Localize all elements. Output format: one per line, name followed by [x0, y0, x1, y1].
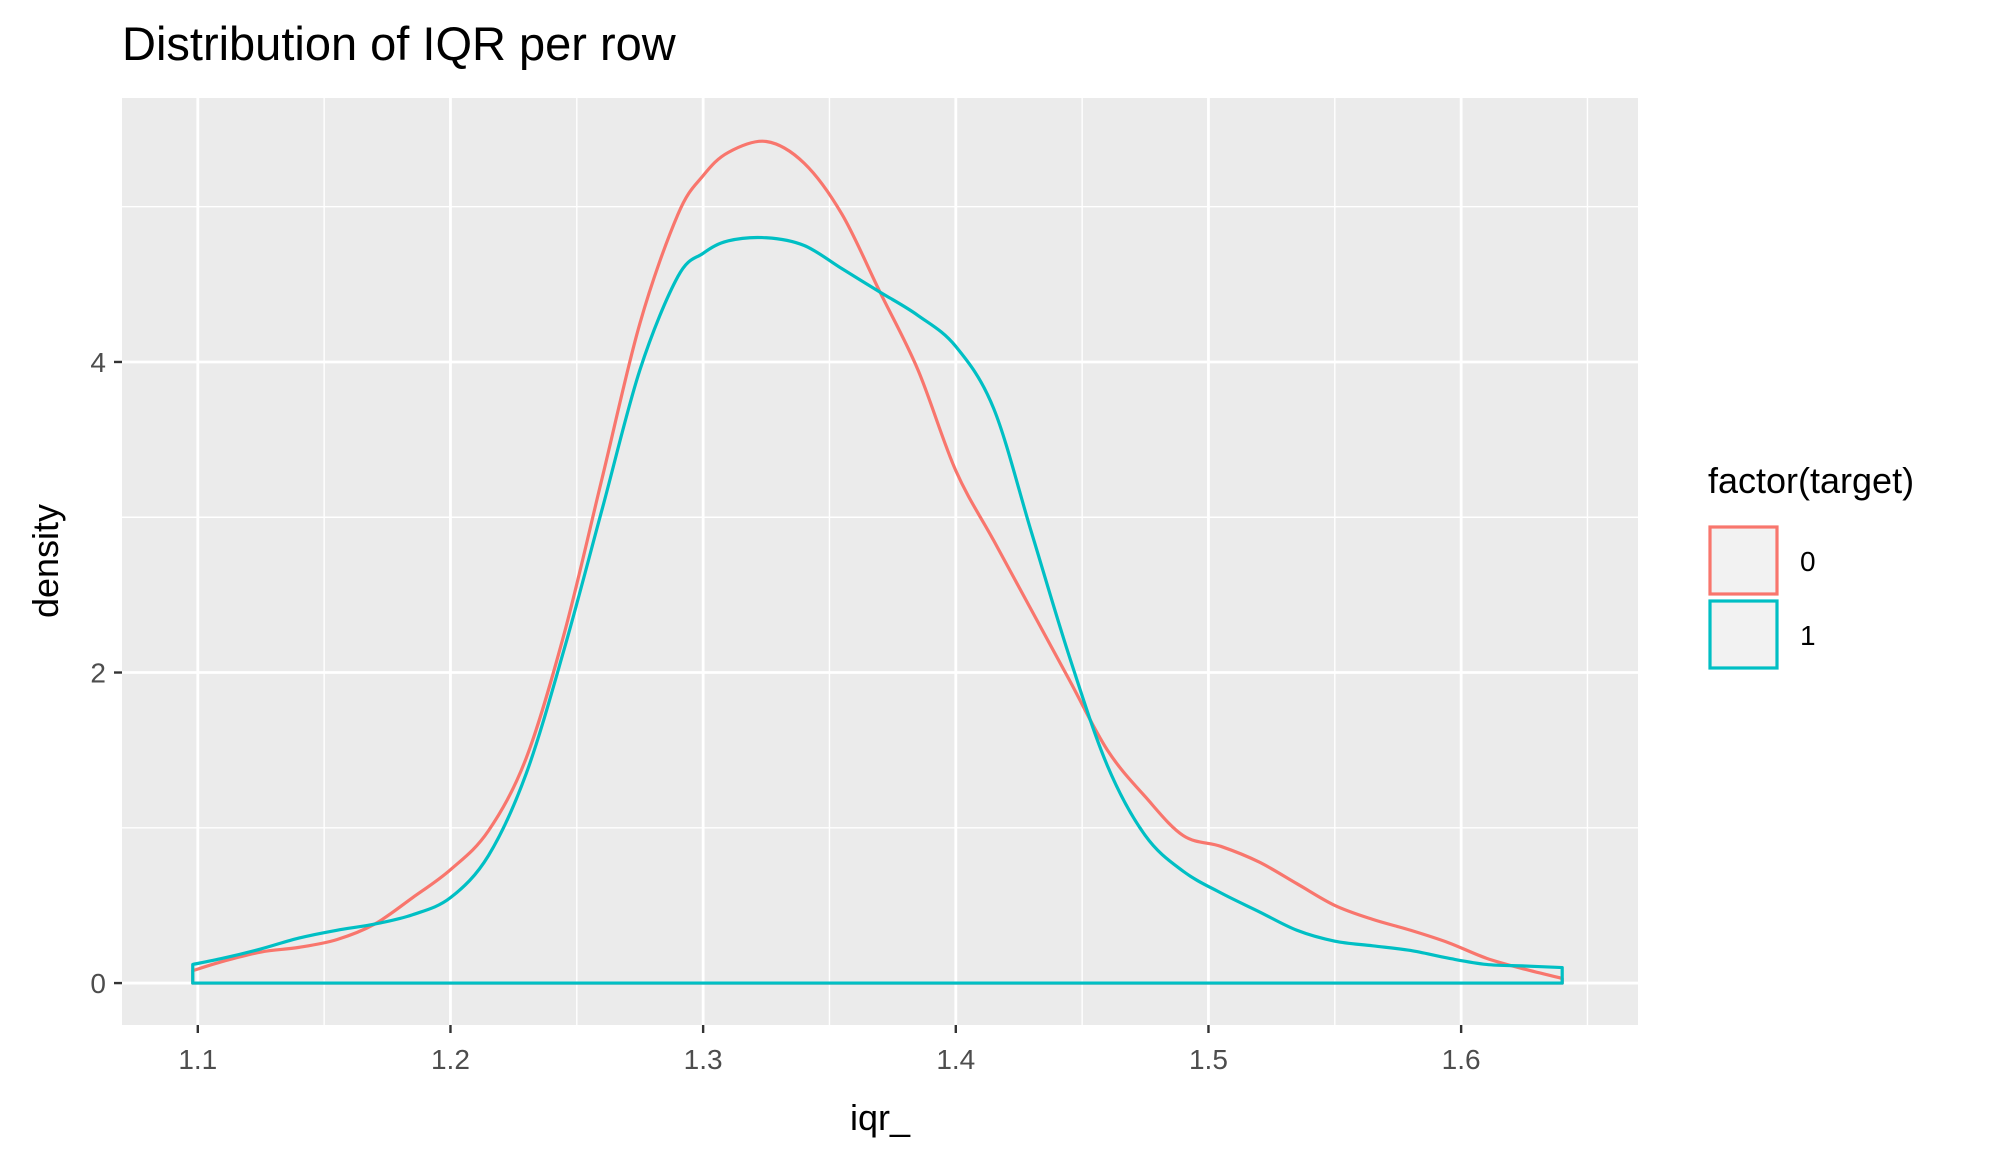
legend-keys: 01 — [1708, 525, 1816, 670]
x-axis-title: iqr_ — [850, 1097, 911, 1138]
density-line-0 — [191, 139, 1564, 985]
y-tick-label-2: 4 — [90, 347, 106, 378]
minor-gridlines — [122, 98, 1638, 1025]
y-tick-label-1: 2 — [90, 658, 106, 689]
legend: factor(target) 01 — [1708, 460, 1914, 670]
density-series — [191, 139, 1564, 985]
x-tick-label-4: 1.5 — [1189, 1044, 1228, 1075]
legend-key-0 — [1708, 525, 1779, 596]
legend-label-1: 1 — [1800, 620, 1816, 651]
y-tick-label-0: 0 — [90, 968, 106, 999]
legend-key-1 — [1708, 599, 1779, 670]
x-axis: 1.1 1.2 1.3 1.4 1.5 1.6 — [178, 1025, 1481, 1075]
x-tick-label-1: 1.2 — [431, 1044, 470, 1075]
density-line-1 — [191, 235, 1564, 985]
y-axis-title: density — [25, 504, 66, 618]
y-axis: 0 2 4 — [90, 347, 122, 999]
legend-title: factor(target) — [1708, 460, 1914, 501]
x-tick-label-3: 1.4 — [936, 1044, 975, 1075]
x-tick-label-2: 1.3 — [684, 1044, 723, 1075]
chart-title: Distribution of IQR per row — [122, 17, 677, 70]
legend-label-0: 0 — [1800, 546, 1816, 577]
plot-panel — [122, 98, 1638, 1025]
x-tick-label-0: 1.1 — [178, 1044, 217, 1075]
x-tick-label-5: 1.6 — [1442, 1044, 1481, 1075]
